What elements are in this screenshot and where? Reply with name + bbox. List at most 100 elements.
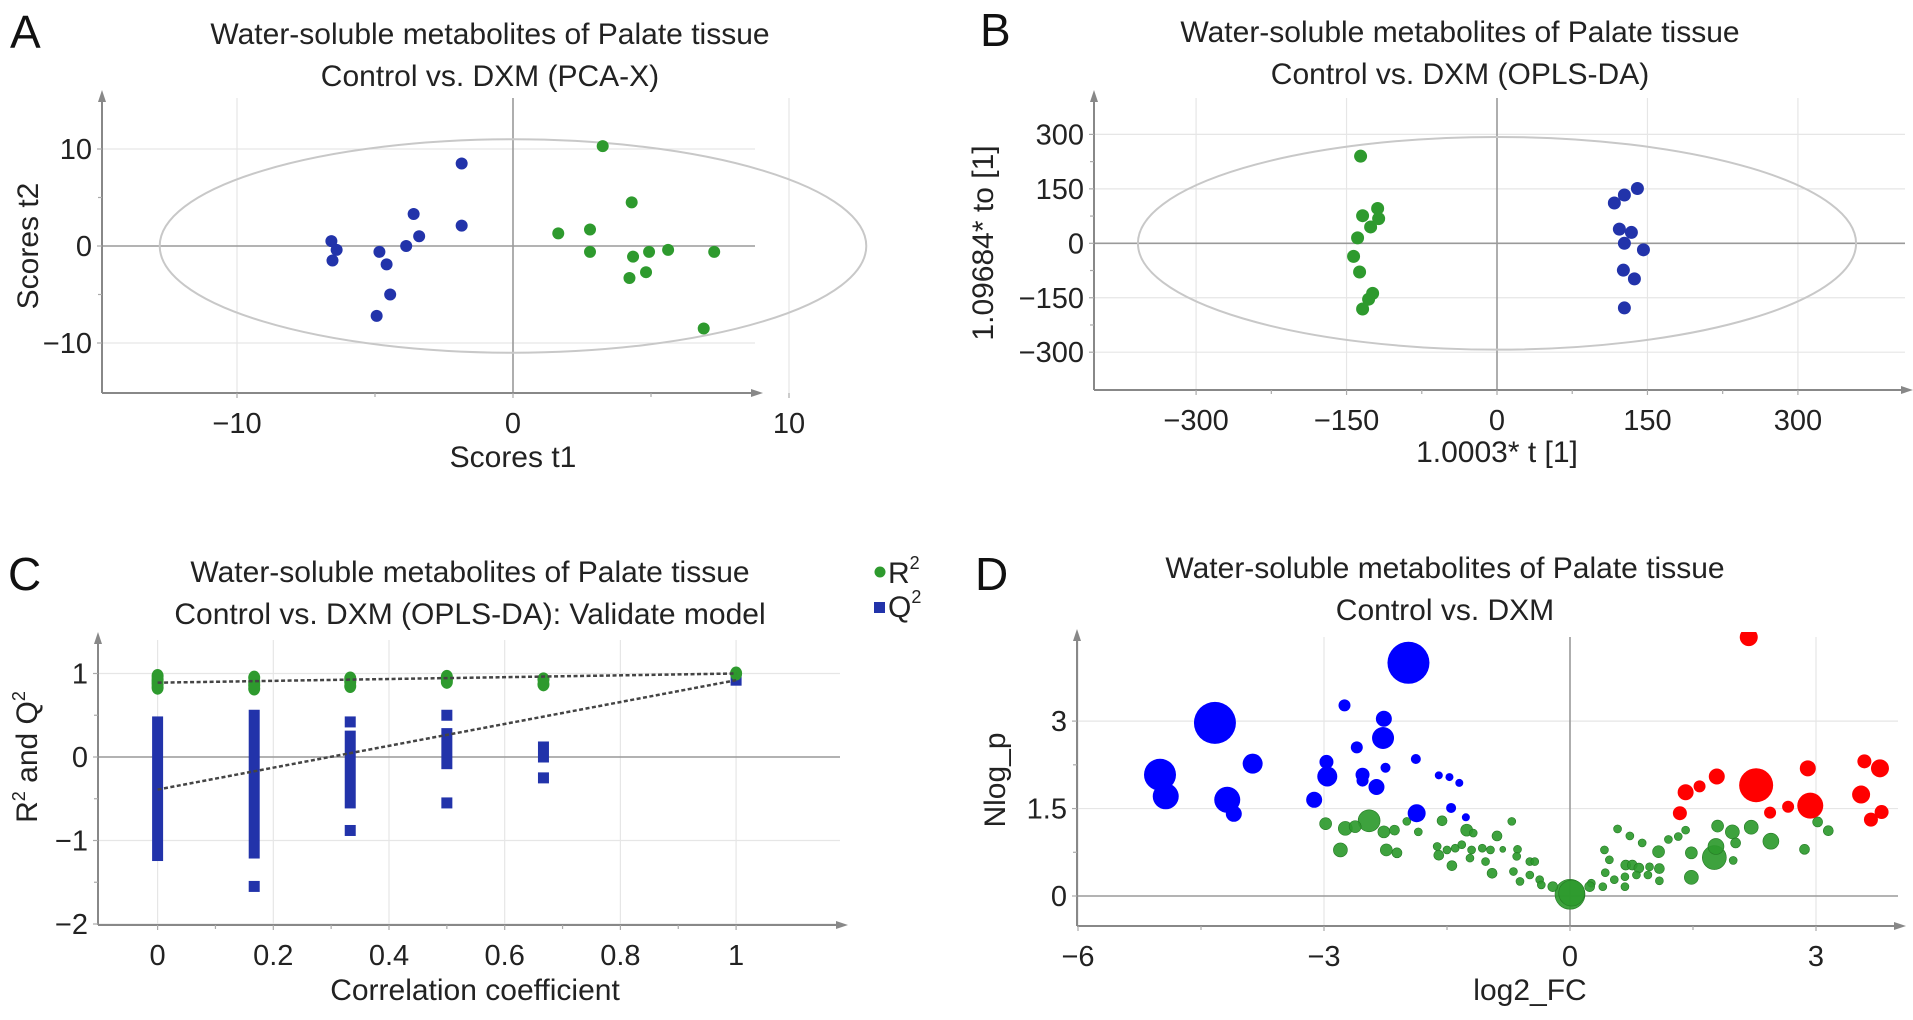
point-control bbox=[1372, 212, 1386, 226]
panel-c: C Water-soluble metabolites of Palate ti… bbox=[8, 548, 921, 1007]
point-dxm bbox=[373, 245, 386, 258]
point-control bbox=[584, 245, 597, 258]
panel-c-grid bbox=[94, 632, 848, 929]
point-control bbox=[1347, 249, 1361, 263]
q2-marker-stack bbox=[441, 728, 453, 770]
x-tick-label: 0 bbox=[505, 408, 521, 440]
point-not-significant bbox=[1465, 853, 1475, 863]
y-axis-arrow-icon bbox=[94, 632, 102, 644]
point-not-significant bbox=[1598, 882, 1608, 891]
panel-d-xlabel: log2_FC bbox=[1473, 974, 1586, 1007]
point-down-regulated bbox=[1434, 771, 1443, 780]
point-down-regulated bbox=[1446, 802, 1457, 813]
point-down-regulated bbox=[1319, 754, 1334, 769]
point-not-significant bbox=[1812, 816, 1823, 828]
point-not-significant bbox=[1654, 863, 1665, 874]
point-dxm bbox=[1607, 196, 1621, 210]
panel-d-points bbox=[1144, 632, 1889, 910]
point-up-regulated bbox=[1764, 806, 1777, 819]
y-tick-label: −300 bbox=[1019, 337, 1084, 369]
x-tick-label: 0 bbox=[1562, 941, 1578, 973]
point-not-significant bbox=[1436, 815, 1448, 827]
y-tick-label: 0 bbox=[1068, 228, 1084, 260]
point-up-regulated bbox=[1799, 760, 1816, 777]
point-not-significant bbox=[1486, 845, 1495, 855]
point-not-significant bbox=[1762, 832, 1780, 850]
q2-marker bbox=[441, 709, 453, 721]
point-down-regulated bbox=[1193, 701, 1236, 744]
hotelling-ellipse bbox=[158, 138, 868, 354]
point-dxm bbox=[1627, 272, 1641, 286]
point-not-significant bbox=[1558, 879, 1585, 907]
x-axis-arrow-icon bbox=[1894, 922, 1906, 930]
point-control bbox=[1364, 220, 1378, 234]
point-not-significant bbox=[1530, 857, 1540, 866]
q2-marker bbox=[344, 716, 356, 728]
point-not-significant bbox=[1707, 838, 1725, 855]
point-dxm bbox=[384, 288, 397, 301]
point-not-significant bbox=[1711, 819, 1724, 833]
panel-c-title-line1: Water-soluble metabolites of Palate tiss… bbox=[190, 556, 749, 589]
point-not-significant bbox=[1477, 843, 1487, 853]
point-down-regulated bbox=[1242, 753, 1263, 774]
point-not-significant bbox=[1652, 845, 1665, 858]
point-not-significant bbox=[1547, 881, 1559, 892]
point-down-regulated bbox=[1372, 727, 1395, 750]
point-dxm bbox=[370, 309, 383, 322]
point-not-significant bbox=[1605, 855, 1614, 865]
point-not-significant bbox=[1515, 877, 1525, 886]
point-control bbox=[1362, 292, 1376, 306]
x-axis-arrow-icon bbox=[836, 921, 848, 929]
point-not-significant bbox=[1333, 842, 1348, 858]
y-axis-arrow-icon bbox=[98, 90, 106, 102]
point-control bbox=[625, 196, 638, 209]
point-control bbox=[662, 243, 675, 256]
y-tick-label: 0 bbox=[76, 231, 92, 263]
y-axis-arrow-icon bbox=[1090, 90, 1098, 102]
panel-d: D Water-soluble metabolites of Palate ti… bbox=[975, 548, 1906, 1007]
panel-a-grid bbox=[98, 90, 790, 397]
point-not-significant bbox=[1620, 882, 1630, 891]
point-not-significant bbox=[1491, 830, 1503, 842]
point-dxm bbox=[1617, 301, 1631, 315]
y-tick-label: −10 bbox=[43, 328, 92, 360]
point-dxm bbox=[330, 243, 343, 256]
panel-b-title-line2: Control vs. DXM (OPLS-DA) bbox=[1271, 58, 1649, 91]
point-not-significant bbox=[1432, 842, 1442, 851]
panel-c-ylabel-text: R2 and Q2 bbox=[9, 691, 44, 823]
y-tick-label: 3 bbox=[1051, 706, 1067, 738]
panel-a-points bbox=[158, 138, 868, 354]
point-dxm bbox=[326, 254, 339, 267]
point-down-regulated bbox=[1350, 741, 1363, 754]
panel-b-xlabel: 1.0003* t [1] bbox=[1416, 436, 1578, 469]
point-control bbox=[1353, 265, 1367, 279]
x-tick-label: −10 bbox=[212, 408, 261, 440]
q2-line bbox=[157, 678, 737, 791]
panel-a-ticks: −10 0 10 10 0 −10 bbox=[43, 134, 805, 440]
point-not-significant bbox=[1389, 824, 1400, 836]
legend-q2-label: Q2 bbox=[888, 587, 921, 624]
point-dxm bbox=[1630, 181, 1644, 195]
x-tick-label: 150 bbox=[1623, 405, 1671, 437]
x-tick-label: 300 bbox=[1774, 405, 1822, 437]
point-control bbox=[1356, 302, 1370, 316]
point-down-regulated bbox=[1387, 641, 1430, 684]
r2-marker bbox=[151, 680, 164, 695]
point-control bbox=[552, 227, 565, 240]
point-not-significant bbox=[1600, 868, 1610, 877]
panel-b-ticks: −300 −150 0 150 300 300 150 0 −150 −300 bbox=[1019, 119, 1822, 437]
x-tick-label: 3 bbox=[1808, 941, 1824, 973]
q2-marker bbox=[248, 880, 260, 892]
point-control bbox=[596, 140, 609, 153]
point-not-significant bbox=[1600, 845, 1609, 855]
y-tick-label: 1.5 bbox=[1027, 794, 1067, 826]
point-not-significant bbox=[1584, 881, 1595, 892]
point-dxm bbox=[1617, 188, 1631, 202]
point-not-significant bbox=[1684, 870, 1699, 885]
x-tick-label: 1 bbox=[728, 940, 744, 972]
point-not-significant bbox=[1499, 846, 1507, 853]
point-up-regulated bbox=[1874, 805, 1889, 820]
panel-a-xlabel: Scores t1 bbox=[450, 441, 577, 474]
point-down-regulated bbox=[1445, 773, 1454, 782]
point-down-regulated bbox=[1455, 778, 1464, 787]
